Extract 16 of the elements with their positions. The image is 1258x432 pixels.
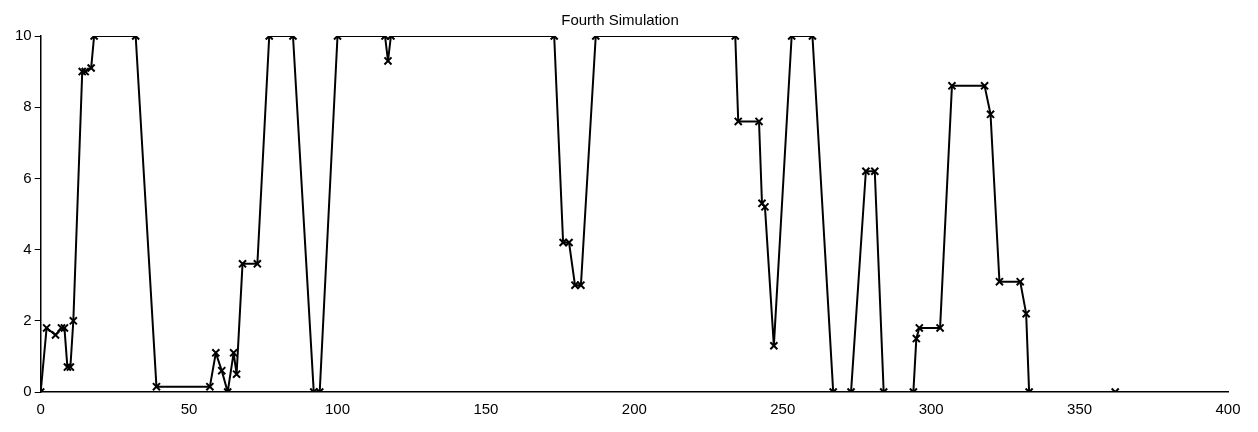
y-tick-label: 0: [23, 382, 32, 400]
x-tick-label: 50: [180, 400, 198, 418]
y-tick-label: 8: [23, 97, 32, 115]
x-tick-label: 300: [918, 400, 944, 418]
x-tick-label: 200: [621, 400, 647, 418]
x-tick-label: 0: [36, 400, 45, 418]
y-tick-label: 4: [23, 239, 32, 257]
y-tick-label: 10: [15, 26, 32, 44]
x-tick-label: 150: [473, 400, 499, 418]
x-tick-label: 350: [1067, 400, 1093, 418]
x-tick-label: 400: [1215, 400, 1241, 418]
y-tick-label: 6: [23, 168, 32, 186]
y-tick-label: 2: [23, 310, 32, 328]
x-tick-label: 250: [770, 400, 796, 418]
x-tick-label: 100: [325, 400, 351, 418]
chart-title: Fourth Simulation: [561, 11, 679, 29]
